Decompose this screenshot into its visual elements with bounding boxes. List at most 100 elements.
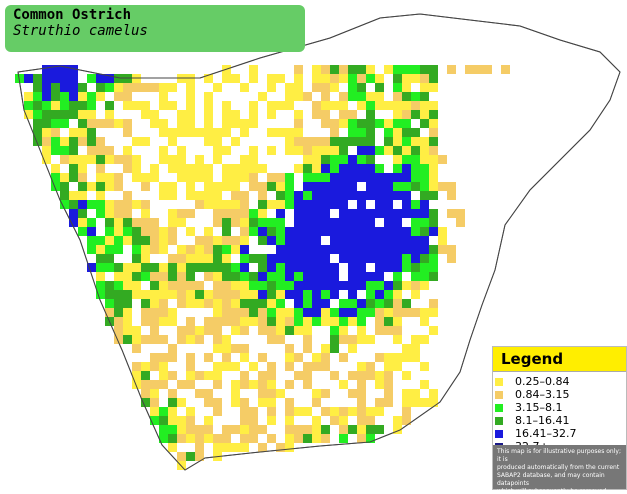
- range-cell: [159, 263, 168, 272]
- range-cell: [303, 191, 312, 200]
- range-cell: [105, 263, 114, 272]
- range-cell: [384, 191, 393, 200]
- range-cell: [141, 362, 150, 371]
- range-cell: [249, 299, 258, 308]
- range-cell: [132, 164, 141, 173]
- range-cell: [384, 353, 393, 362]
- range-cell: [402, 182, 411, 191]
- range-cell: [366, 218, 375, 227]
- range-cell: [312, 416, 321, 425]
- legend-items: 0.25–0.84 0.84–3.15 3.15–8.1 8.1–16.41 16.41…: [493, 372, 626, 453]
- range-cell: [150, 227, 159, 236]
- range-cell: [375, 164, 384, 173]
- range-cell: [384, 146, 393, 155]
- range-cell: [267, 110, 276, 119]
- range-cell: [177, 425, 186, 434]
- range-cell: [393, 236, 402, 245]
- range-cell: [267, 335, 276, 344]
- range-cell: [321, 272, 330, 281]
- range-cell: [330, 272, 339, 281]
- range-cell: [339, 254, 348, 263]
- range-cell: [267, 173, 276, 182]
- range-cell: [33, 83, 42, 92]
- range-cell: [357, 425, 366, 434]
- range-cell: [303, 407, 312, 416]
- range-cell: [33, 74, 42, 83]
- range-cell: [402, 146, 411, 155]
- range-cell: [222, 290, 231, 299]
- range-cell: [150, 263, 159, 272]
- range-cell: [141, 110, 150, 119]
- range-cell: [420, 335, 429, 344]
- range-cell: [123, 272, 132, 281]
- range-cell: [411, 137, 420, 146]
- range-cell: [411, 254, 420, 263]
- range-cell: [69, 173, 78, 182]
- range-cell: [411, 245, 420, 254]
- range-cell: [177, 398, 186, 407]
- range-cell: [357, 74, 366, 83]
- range-cell: [375, 182, 384, 191]
- range-cell: [339, 191, 348, 200]
- range-cell: [186, 110, 195, 119]
- range-cell: [33, 110, 42, 119]
- range-cell: [78, 155, 87, 164]
- range-cell: [150, 110, 159, 119]
- range-cell: [177, 128, 186, 137]
- range-cell: [312, 281, 321, 290]
- range-cell: [177, 254, 186, 263]
- range-cell: [303, 236, 312, 245]
- range-cell: [213, 218, 222, 227]
- range-cell: [42, 74, 51, 83]
- range-cell: [321, 227, 330, 236]
- range-cell: [348, 182, 357, 191]
- range-cell: [339, 281, 348, 290]
- range-cell: [132, 83, 141, 92]
- range-cell: [456, 209, 465, 218]
- range-cell: [375, 290, 384, 299]
- range-cell: [366, 164, 375, 173]
- range-cell: [132, 137, 141, 146]
- range-cell: [303, 290, 312, 299]
- range-cell: [303, 209, 312, 218]
- range-cell: [105, 227, 114, 236]
- range-cell: [204, 191, 213, 200]
- range-cell: [168, 407, 177, 416]
- range-cell: [321, 92, 330, 101]
- range-cell: [141, 236, 150, 245]
- range-cell: [186, 362, 195, 371]
- range-cell: [168, 155, 177, 164]
- range-cell: [168, 389, 177, 398]
- range-cell: [258, 326, 267, 335]
- range-cell: [231, 173, 240, 182]
- range-cell: [258, 272, 267, 281]
- range-cell: [168, 290, 177, 299]
- range-cell: [60, 137, 69, 146]
- range-cell: [357, 398, 366, 407]
- range-cell: [285, 236, 294, 245]
- range-cell: [213, 83, 222, 92]
- range-cell: [393, 137, 402, 146]
- range-cell: [213, 371, 222, 380]
- range-cell: [222, 272, 231, 281]
- range-cell: [411, 236, 420, 245]
- range-cell: [51, 164, 60, 173]
- range-cell: [168, 434, 177, 443]
- range-cell: [105, 236, 114, 245]
- range-cell: [87, 182, 96, 191]
- range-cell: [204, 110, 213, 119]
- range-cell: [69, 164, 78, 173]
- range-cell: [357, 434, 366, 443]
- range-cell: [123, 119, 132, 128]
- range-cell: [159, 245, 168, 254]
- range-cell: [51, 65, 60, 74]
- range-cell: [267, 371, 276, 380]
- range-cell: [366, 119, 375, 128]
- range-cell: [87, 101, 96, 110]
- range-cell: [375, 272, 384, 281]
- range-cell: [132, 227, 141, 236]
- range-cell: [60, 146, 69, 155]
- range-cell: [303, 425, 312, 434]
- range-cell: [186, 164, 195, 173]
- range-cell: [420, 281, 429, 290]
